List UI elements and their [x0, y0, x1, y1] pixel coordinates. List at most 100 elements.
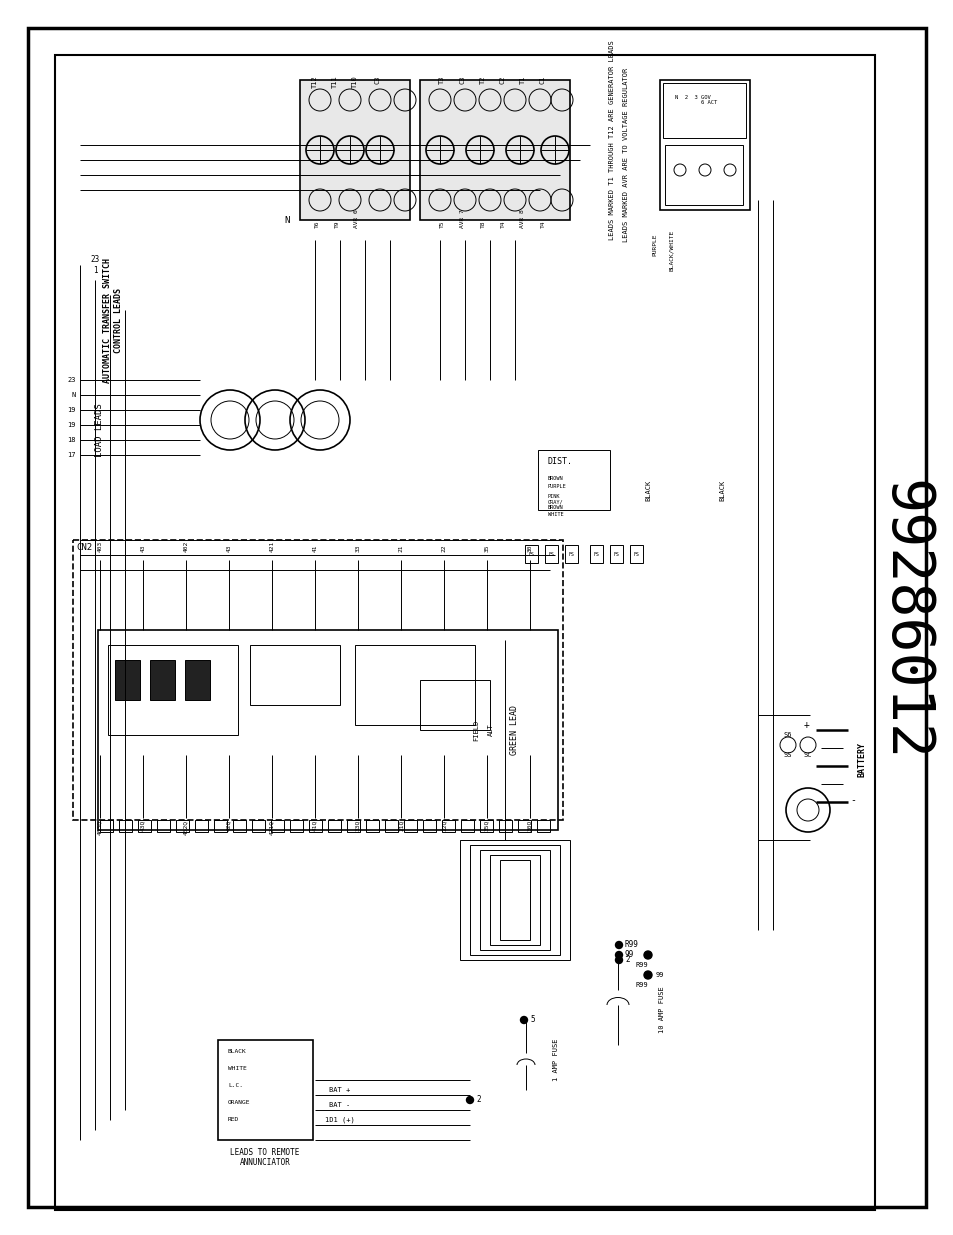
Text: PINK: PINK — [547, 494, 560, 499]
Text: 23
1: 23 1 — [91, 256, 99, 274]
Text: 403: 403 — [97, 541, 102, 552]
Text: FS: FS — [568, 552, 574, 557]
Text: 1 AMP FUSE: 1 AMP FUSE — [553, 1039, 558, 1082]
Bar — [108, 645, 237, 735]
Text: 35: 35 — [484, 545, 489, 552]
Bar — [73, 540, 562, 820]
Bar — [403, 820, 416, 832]
Text: 421: 421 — [269, 541, 274, 552]
Bar — [419, 80, 569, 220]
Bar — [347, 820, 359, 832]
Text: 42Q: 42Q — [226, 820, 232, 831]
Text: -: - — [849, 795, 855, 805]
Bar — [460, 820, 474, 832]
Bar — [119, 820, 132, 832]
Text: T12: T12 — [312, 75, 317, 88]
Bar — [499, 860, 530, 940]
Text: WHITE: WHITE — [228, 1067, 247, 1072]
Text: L.C.: L.C. — [228, 1083, 243, 1088]
Text: R99: R99 — [635, 982, 648, 988]
Text: +: + — [803, 720, 809, 730]
Text: FS: FS — [593, 552, 598, 557]
Bar — [470, 845, 559, 955]
Text: T11: T11 — [332, 75, 337, 88]
Text: 19: 19 — [68, 422, 76, 429]
Text: BLACK/WHITE: BLACK/WHITE — [669, 230, 674, 270]
Bar — [290, 820, 303, 832]
Circle shape — [615, 951, 622, 958]
Text: R99: R99 — [624, 941, 639, 950]
Text: CN2: CN2 — [76, 543, 92, 552]
Text: 35Q: 35Q — [484, 820, 489, 831]
Text: C1: C1 — [539, 75, 545, 84]
Text: 21Q: 21Q — [398, 820, 403, 831]
Text: 99286012: 99286012 — [876, 479, 933, 761]
Text: BAT -: BAT - — [329, 1102, 351, 1108]
Text: C2: C2 — [499, 75, 505, 84]
Text: T4: T4 — [500, 221, 505, 228]
Text: T6: T6 — [314, 221, 319, 228]
Text: C3: C3 — [375, 75, 380, 84]
Text: T8: T8 — [480, 221, 485, 228]
Bar — [100, 820, 112, 832]
Text: LEADS MARKED T1 THROUGH T12 ARE GENERATOR LEADS: LEADS MARKED T1 THROUGH T12 ARE GENERATO… — [608, 40, 615, 240]
Text: LEADS MARKED AVR ARE TO VOLTAGE REGULATOR: LEADS MARKED AVR ARE TO VOLTAGE REGULATO… — [622, 68, 628, 242]
Text: 43: 43 — [226, 545, 232, 552]
Bar — [537, 820, 550, 832]
Text: ALT: ALT — [488, 724, 494, 736]
Text: 403Q: 403Q — [97, 820, 102, 835]
Bar — [194, 820, 208, 832]
Bar — [175, 820, 189, 832]
Bar — [517, 820, 531, 832]
Text: 2: 2 — [624, 956, 629, 965]
Text: 1D1 (+): 1D1 (+) — [325, 1116, 355, 1124]
Text: LEADS TO REMOTE
ANNUNCIATOR: LEADS TO REMOTE ANNUNCIATOR — [230, 1149, 299, 1167]
Bar — [662, 83, 745, 138]
Bar — [115, 659, 140, 700]
Text: GREEN LEAD: GREEN LEAD — [510, 705, 519, 755]
Text: BLACK: BLACK — [644, 479, 650, 500]
Bar — [309, 820, 322, 832]
Bar — [537, 450, 609, 510]
Bar — [422, 820, 436, 832]
Text: T4: T4 — [540, 221, 545, 228]
Text: SS: SS — [783, 752, 791, 758]
Text: FS: FS — [528, 552, 534, 557]
Bar — [252, 820, 265, 832]
Circle shape — [520, 1016, 527, 1024]
Bar — [629, 545, 642, 563]
Bar — [218, 1040, 313, 1140]
Text: FS: FS — [633, 552, 639, 557]
Text: AVR 7: AVR 7 — [460, 209, 465, 228]
Text: BATTERY: BATTERY — [857, 742, 865, 778]
Text: BLACK: BLACK — [228, 1050, 247, 1055]
Bar — [479, 850, 550, 950]
Text: T10: T10 — [352, 75, 357, 88]
Text: PURPLE: PURPLE — [547, 484, 566, 489]
Text: 22Q: 22Q — [441, 820, 446, 831]
Text: 2: 2 — [476, 1095, 480, 1104]
Bar — [233, 820, 246, 832]
Text: 41: 41 — [313, 545, 317, 552]
Text: FS: FS — [548, 552, 554, 557]
Text: T5: T5 — [439, 221, 444, 228]
Text: FIELD: FIELD — [473, 719, 478, 741]
Bar — [441, 820, 455, 832]
Text: 421Q: 421Q — [269, 820, 274, 835]
Text: N: N — [71, 391, 76, 398]
Text: 43: 43 — [140, 545, 146, 552]
Bar — [564, 545, 578, 563]
Bar — [544, 545, 558, 563]
Text: 99: 99 — [655, 972, 663, 978]
Text: ORANGE: ORANGE — [228, 1100, 251, 1105]
Text: S6: S6 — [783, 732, 791, 739]
Text: WHITE: WHITE — [547, 511, 563, 516]
Bar — [498, 820, 512, 832]
Circle shape — [615, 956, 622, 963]
Text: 41Q: 41Q — [313, 820, 317, 831]
Text: 17: 17 — [68, 452, 76, 458]
Bar — [490, 855, 539, 945]
Bar — [213, 820, 227, 832]
Circle shape — [643, 951, 651, 960]
Text: BAT +: BAT + — [329, 1087, 351, 1093]
